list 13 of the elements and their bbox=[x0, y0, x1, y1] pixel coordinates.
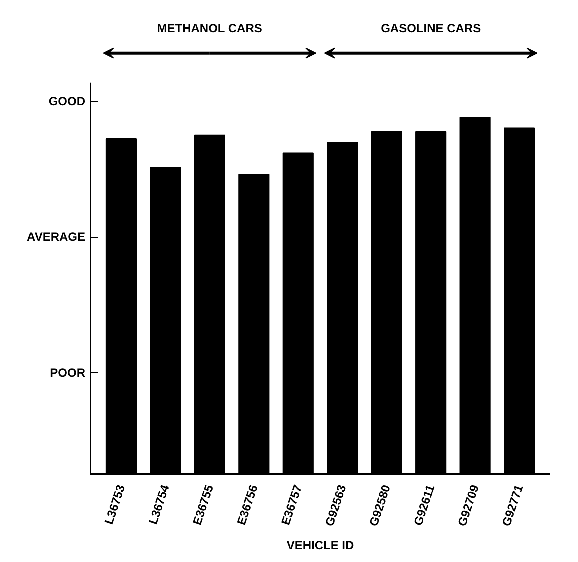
x-tick-label: G92580 bbox=[366, 482, 394, 528]
text: POOR bbox=[50, 366, 86, 380]
x-tick-label: L36753 bbox=[102, 482, 128, 526]
x-tick-label: G92709 bbox=[455, 482, 482, 528]
x-tick-label: G92563 bbox=[322, 482, 350, 528]
x-axis-title: VEHICLE ID bbox=[286, 538, 355, 552]
text: AVERAGE bbox=[27, 230, 86, 244]
x-tick-label: E36755 bbox=[190, 482, 217, 527]
x-tick-label: E36757 bbox=[278, 482, 306, 527]
text: GOOD bbox=[48, 94, 86, 109]
x-tick-label: L36754 bbox=[146, 482, 172, 526]
text: GASOLINE CARS bbox=[381, 21, 482, 36]
text: METHANOL CARS bbox=[157, 21, 262, 36]
